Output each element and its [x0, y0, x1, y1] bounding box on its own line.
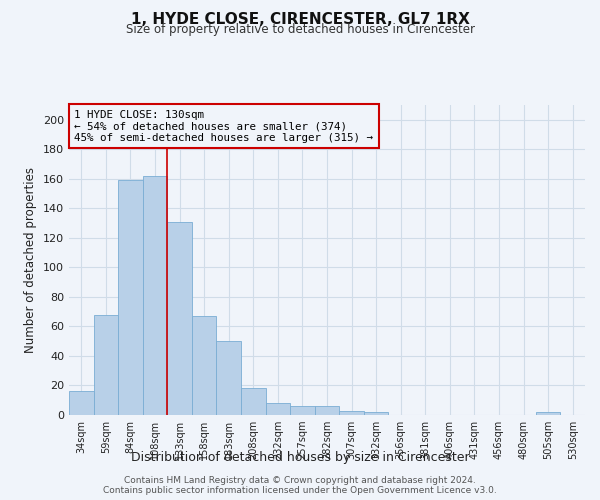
Bar	[241, 388, 266, 415]
Text: Contains HM Land Registry data © Crown copyright and database right 2024.: Contains HM Land Registry data © Crown c…	[124, 476, 476, 485]
Y-axis label: Number of detached properties: Number of detached properties	[25, 167, 37, 353]
Text: 1 HYDE CLOSE: 130sqm
← 54% of detached houses are smaller (374)
45% of semi-deta: 1 HYDE CLOSE: 130sqm ← 54% of detached h…	[74, 110, 373, 143]
Bar	[364, 412, 388, 415]
Bar	[339, 410, 364, 415]
Bar	[94, 314, 118, 415]
Bar	[266, 403, 290, 415]
Text: 1, HYDE CLOSE, CIRENCESTER, GL7 1RX: 1, HYDE CLOSE, CIRENCESTER, GL7 1RX	[131, 12, 469, 28]
Bar	[69, 392, 94, 415]
Bar	[315, 406, 339, 415]
Bar	[118, 180, 143, 415]
Text: Size of property relative to detached houses in Cirencester: Size of property relative to detached ho…	[125, 24, 475, 36]
Bar	[167, 222, 192, 415]
Text: Contains public sector information licensed under the Open Government Licence v3: Contains public sector information licen…	[103, 486, 497, 495]
Text: Distribution of detached houses by size in Cirencester: Distribution of detached houses by size …	[131, 451, 469, 464]
Bar	[536, 412, 560, 415]
Bar	[217, 341, 241, 415]
Bar	[143, 176, 167, 415]
Bar	[192, 316, 217, 415]
Bar	[290, 406, 315, 415]
